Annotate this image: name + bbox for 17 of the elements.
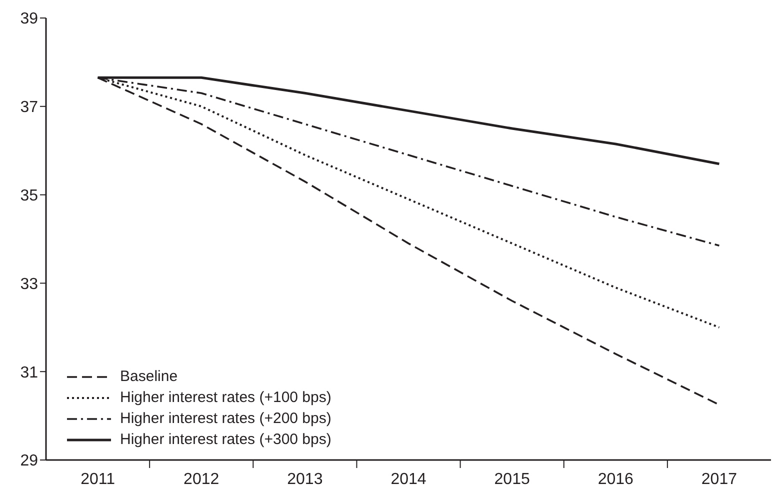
x-tick-label: 2013 xyxy=(287,471,323,488)
y-tick-label: 37 xyxy=(20,99,38,116)
y-tick-label: 35 xyxy=(20,187,38,204)
x-tick-label: 2011 xyxy=(80,471,116,488)
x-tick-label: 2015 xyxy=(494,471,530,488)
x-tick-label: 2017 xyxy=(701,471,738,488)
legend-label: Higher interest rates (+100 bps) xyxy=(120,389,332,406)
y-tick-label: 33 xyxy=(20,276,38,293)
legend-label: Higher interest rates (+300 bps) xyxy=(120,431,332,448)
x-tick-label: 2016 xyxy=(598,471,634,488)
x-tick-label: 2014 xyxy=(390,471,426,488)
y-tick-label: 39 xyxy=(20,10,38,28)
legend-label: Higher interest rates (+200 bps) xyxy=(120,410,332,427)
y-tick-label: 29 xyxy=(20,452,38,470)
legend-label: Baseline xyxy=(120,368,178,385)
x-tick-label: 2012 xyxy=(184,471,220,488)
y-tick-label: 31 xyxy=(20,364,38,382)
